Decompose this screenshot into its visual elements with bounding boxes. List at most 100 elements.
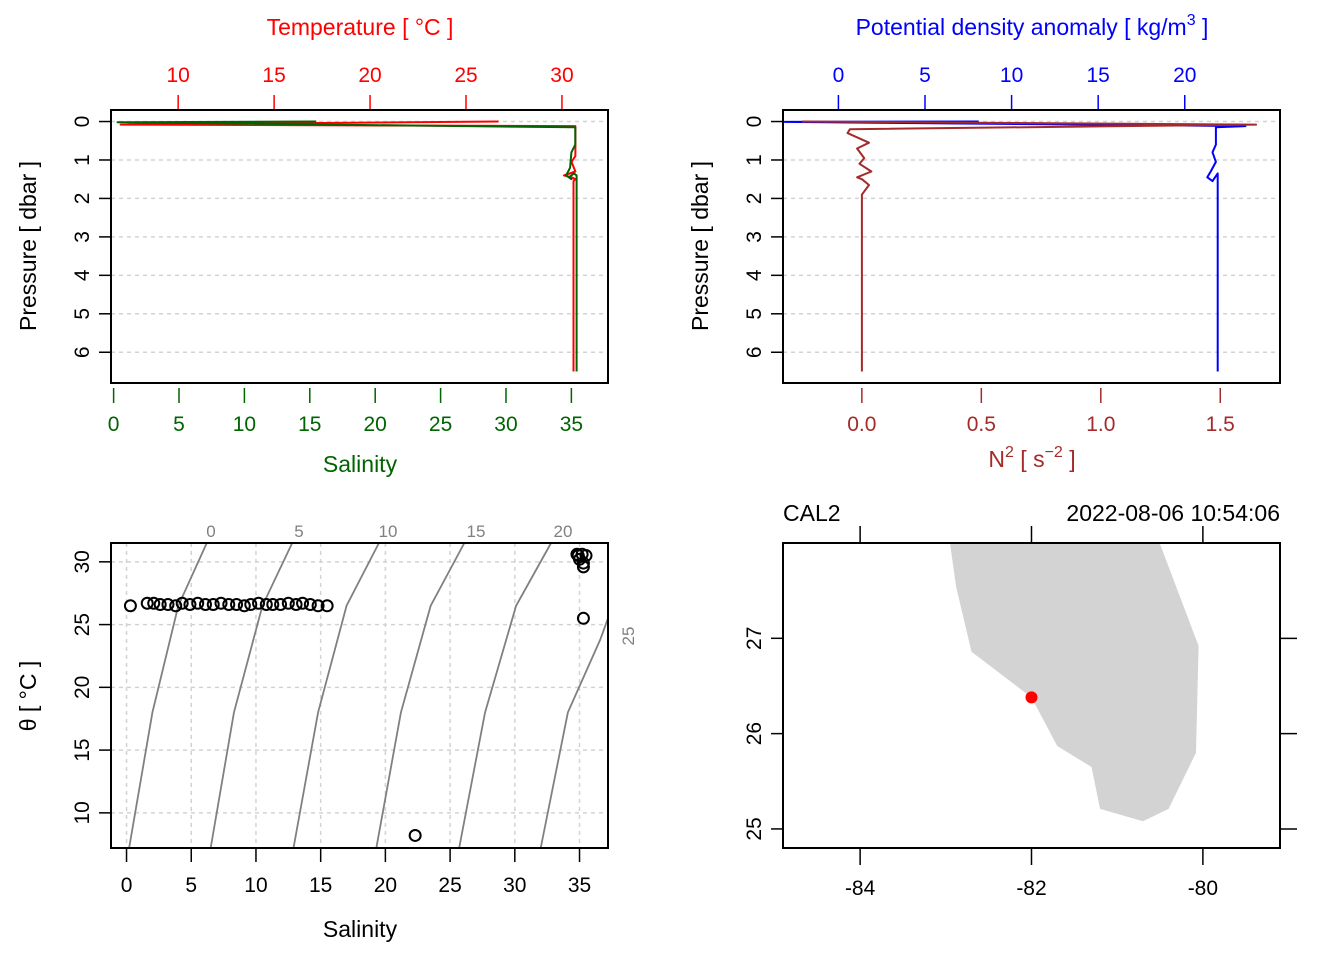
data-point — [320, 599, 334, 613]
data-point — [147, 596, 161, 610]
y-tick-label: 10 — [71, 801, 94, 824]
grid — [783, 120, 1280, 353]
x-top-tick-label: 15 — [1086, 64, 1109, 87]
series-line-temperature — [119, 120, 577, 372]
x-bottom-tick-label: 30 — [494, 413, 517, 436]
y-tick-label: 2 — [743, 193, 766, 205]
data-point — [214, 596, 228, 610]
y-axis-title: θ [ °C ] — [15, 661, 41, 732]
isopycnal-group: 0 5 10 15 20 25 — [128, 522, 638, 849]
x-bottom-tick-label: 1.5 — [1206, 413, 1235, 436]
data-point — [576, 560, 590, 574]
x-axis-bottom: 0 5 10 15 20 25 30 35 — [108, 388, 583, 436]
data-point — [175, 596, 189, 610]
plot-frame — [110, 542, 609, 849]
y-tick-label: 0 — [71, 116, 94, 128]
data-point — [252, 596, 266, 610]
x-axis-bottom: 0.0 0.5 1.0 1.5 — [847, 388, 1235, 436]
x-top-tick-label: 20 — [358, 64, 381, 87]
y-tick-label: 5 — [71, 308, 94, 320]
panel-temperature-salinity-profile: Temperature [ °C ] Salinity Pressure [ d… — [15, 14, 609, 477]
x-axis-top: 10 15 20 25 30 — [166, 64, 574, 110]
grid — [111, 120, 608, 353]
station-marker[interactable] — [1025, 691, 1038, 704]
data-point — [123, 599, 137, 613]
y-tick-label: 6 — [743, 346, 766, 358]
x-tick-label: 5 — [185, 874, 197, 897]
lat-tick-label: 25 — [743, 817, 766, 840]
panel-density-n2-profile: Potential density anomaly [ kg/m3 ] N2 [… — [687, 12, 1281, 472]
x-top-tick-label: 10 — [1000, 64, 1023, 87]
y-tick-label: 4 — [71, 269, 94, 281]
isopycnal-label: 15 — [467, 522, 486, 541]
y-axis-right — [1280, 637, 1297, 830]
x-bottom-tick-label: 1.0 — [1086, 413, 1115, 436]
y-tick-label: 6 — [71, 346, 94, 358]
y-tick-label: 15 — [71, 738, 94, 761]
data-point — [161, 598, 175, 612]
x-bottom-tick-label: 0 — [108, 413, 120, 436]
y-axis-title: Pressure [ dbar ] — [687, 161, 713, 331]
y-axis: 25 26 27 — [743, 627, 783, 841]
data-point — [230, 598, 244, 612]
isopycnal-label: 0 — [206, 522, 215, 541]
plot-frame — [782, 542, 1281, 849]
y-axis: 0 1 2 3 4 5 6 — [743, 116, 783, 358]
series-group — [116, 120, 578, 372]
y-axis-title: Pressure [ dbar ] — [15, 161, 41, 331]
y-tick-label: 25 — [71, 613, 94, 636]
isopycnal-label: 10 — [379, 522, 398, 541]
x-top-tick-label: 15 — [262, 64, 285, 87]
x-axis-title: Salinity — [323, 916, 398, 942]
x-top-tick-label: 25 — [454, 64, 477, 87]
scatter-points — [123, 547, 593, 842]
panel-station-map: CAL2 2022-08-06 10:54:06 -84 -82 -80 25262… — [743, 500, 1297, 900]
isopycnal-line — [292, 542, 380, 849]
y-tick-label: 1 — [743, 154, 766, 166]
x-top-tick-label: 20 — [1173, 64, 1196, 87]
lon-tick-label: -84 — [845, 877, 876, 900]
isopycnal-line — [209, 542, 294, 849]
x-top-tick-label: 5 — [919, 64, 931, 87]
isopycnal-label: 25 — [619, 627, 638, 646]
data-point — [274, 598, 288, 612]
x-axis-bottom: -84 -82 -80 — [845, 848, 1218, 900]
y-tick-label: 0 — [743, 116, 766, 128]
y-tick-label: 30 — [71, 550, 94, 573]
x-tick-label: 35 — [568, 874, 591, 897]
y-tick-label: 1 — [71, 154, 94, 166]
data-point — [140, 596, 154, 610]
plot-frame — [110, 109, 609, 384]
y-axis: 0 1 2 3 4 5 6 — [71, 116, 111, 358]
x-bottom-tick-label: 5 — [173, 413, 185, 436]
bottom-axis-title: Salinity — [323, 451, 398, 477]
y-tick-label: 3 — [71, 231, 94, 243]
grid — [111, 543, 608, 848]
lat-tick-label: 26 — [743, 722, 766, 745]
data-point — [198, 598, 212, 612]
data-point — [191, 596, 205, 610]
data-point — [244, 598, 258, 612]
data-point — [281, 596, 295, 610]
y-axis: 10 15 20 25 30 — [71, 550, 111, 825]
data-point — [296, 596, 310, 610]
x-top-tick-label: 30 — [550, 64, 573, 87]
x-bottom-tick-label: 25 — [429, 413, 452, 436]
series-group — [783, 120, 1258, 372]
series-line-salinity — [116, 120, 578, 372]
y-tick-label: 3 — [743, 231, 766, 243]
x-tick-label: 0 — [121, 874, 133, 897]
station-name-label: CAL2 — [783, 500, 841, 526]
data-point — [153, 598, 167, 612]
data-point — [289, 598, 303, 612]
bottom-axis-title: N2 [ s−2 ] — [988, 444, 1075, 472]
x-axis-top: 0 5 10 15 20 — [833, 64, 1196, 110]
x-bottom-tick-label: 0.5 — [967, 413, 996, 436]
y-tick-label: 4 — [743, 269, 766, 281]
y-tick-label: 5 — [743, 308, 766, 320]
series-line-potential-density-anomaly — [783, 120, 1247, 372]
plot-frame — [782, 109, 1281, 384]
top-axis-title: Temperature [ °C ] — [267, 14, 454, 40]
x-axis-bottom: 0 5 10 15 20 25 30 35 — [121, 848, 591, 897]
